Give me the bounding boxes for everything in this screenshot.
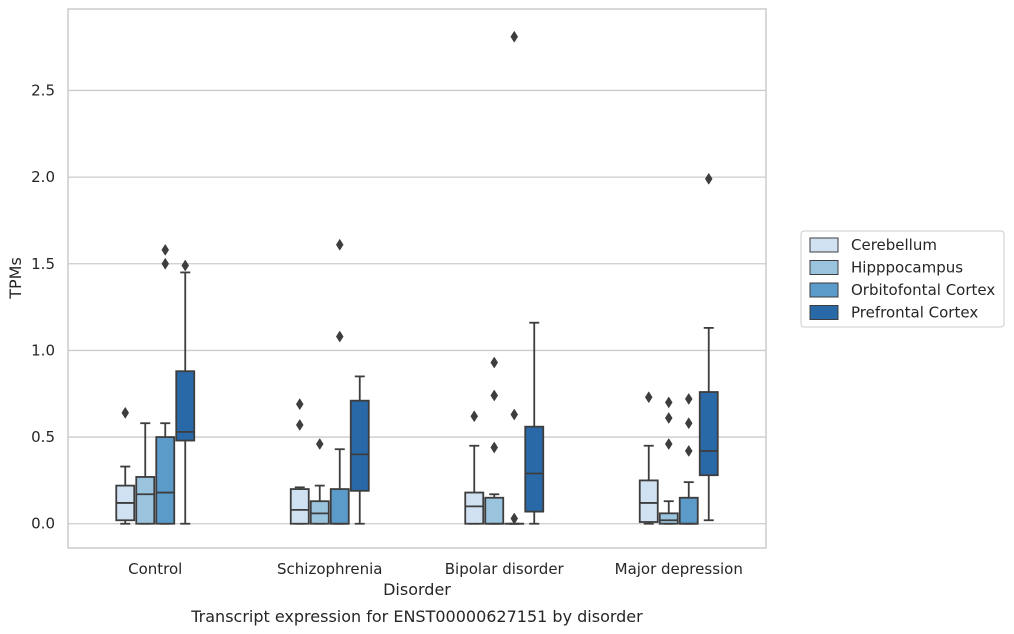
box-iqr [524, 425, 545, 513]
box-plot-item [698, 172, 719, 522]
y-tick-label: 1.5 [31, 255, 55, 273]
box-iqr [484, 496, 505, 525]
outlier-marker [664, 396, 673, 409]
x-tick-label: Schizophrenia [277, 560, 382, 578]
outlier-marker [704, 172, 713, 185]
outlier-marker [490, 356, 499, 369]
x-axis-label: Disorder [383, 580, 451, 599]
legend-label: Prefrontal Cortex [851, 304, 978, 322]
box-iqr [135, 476, 156, 525]
outlier-marker [161, 257, 170, 270]
box-iqr [638, 479, 659, 523]
y-tick-label: 2.0 [31, 168, 55, 186]
outlier-marker [644, 391, 653, 404]
outlier-marker [510, 408, 519, 421]
box-plot-item [155, 243, 176, 525]
outlier-marker [684, 417, 693, 430]
y-axis-label: TPMs [6, 257, 25, 300]
box-plot-item [504, 30, 525, 525]
chart-caption: Transcript expression for ENST0000062715… [190, 607, 643, 626]
y-tick-label: 2.5 [31, 81, 55, 99]
box-iqr [658, 512, 679, 525]
legend-swatch [809, 305, 839, 320]
y-tick-labels: 0.0 0.5 1.0 1.5 2.0 2.5 [31, 81, 55, 532]
plot-frame [67, 8, 767, 549]
outlier-marker [470, 410, 479, 423]
outlier-marker [121, 406, 130, 419]
outlier-marker [684, 444, 693, 457]
y-tick-label: 0.5 [31, 428, 55, 446]
outlier-marker [315, 438, 324, 450]
legend-frame [800, 230, 1005, 328]
x-tick-label: Major depression [615, 560, 743, 578]
box-plot-item [289, 398, 310, 525]
legend-label: Cerebellum [851, 236, 937, 254]
box-iqr [349, 399, 370, 492]
x-tick-label: Bipolar disorder [445, 560, 565, 578]
box-plot-item [135, 422, 156, 525]
outlier-marker [335, 238, 344, 251]
box-iqr [698, 391, 719, 477]
legend-swatch [809, 260, 839, 275]
box-plot-item [464, 410, 485, 525]
box-plot-item [484, 356, 505, 525]
y-tick-label: 1.0 [31, 341, 55, 359]
box-plot-item [678, 392, 699, 525]
box-iqr [289, 488, 310, 525]
boxes [115, 30, 719, 525]
box-plot-item [309, 438, 330, 525]
box-iqr [464, 491, 485, 525]
outlier-marker [490, 389, 499, 402]
legend-label: Hipppocampus [851, 259, 963, 277]
box-iqr [678, 496, 699, 525]
outlier-marker [490, 441, 499, 454]
legend-label: Orbitofontal Cortex [851, 281, 995, 299]
outlier-marker [664, 438, 673, 450]
outlier-marker [161, 243, 170, 256]
outlier-marker [510, 30, 519, 43]
outlier-marker [684, 392, 693, 405]
box-plot-item [349, 375, 370, 525]
box-plot-item [524, 321, 545, 525]
legend-swatch [809, 237, 839, 253]
outlier-marker [510, 512, 519, 525]
box-iqr [175, 370, 196, 442]
box-plot-item [329, 238, 350, 525]
box-iqr [155, 436, 176, 525]
x-tick-labels: Control Schizophrenia Bipolar disorder Majo… [128, 560, 743, 578]
y-tick-label: 0.0 [31, 515, 55, 533]
outlier-marker [295, 418, 304, 431]
legend-swatch [809, 282, 839, 298]
outlier-marker [664, 412, 673, 424]
box-iqr [329, 488, 350, 525]
plot-area [68, 9, 766, 548]
outlier-marker [295, 398, 304, 411]
outlier-marker [335, 330, 344, 343]
box-plot-item [115, 406, 136, 525]
box-plot-item [175, 259, 196, 525]
x-tick-label: Control [128, 560, 182, 578]
box-plot-item [638, 391, 659, 525]
outlier-marker [181, 259, 190, 272]
box-plot-item [658, 396, 679, 525]
legend: Cerebellum Hipppocampus Orbitofontal Corte… [800, 230, 1005, 328]
